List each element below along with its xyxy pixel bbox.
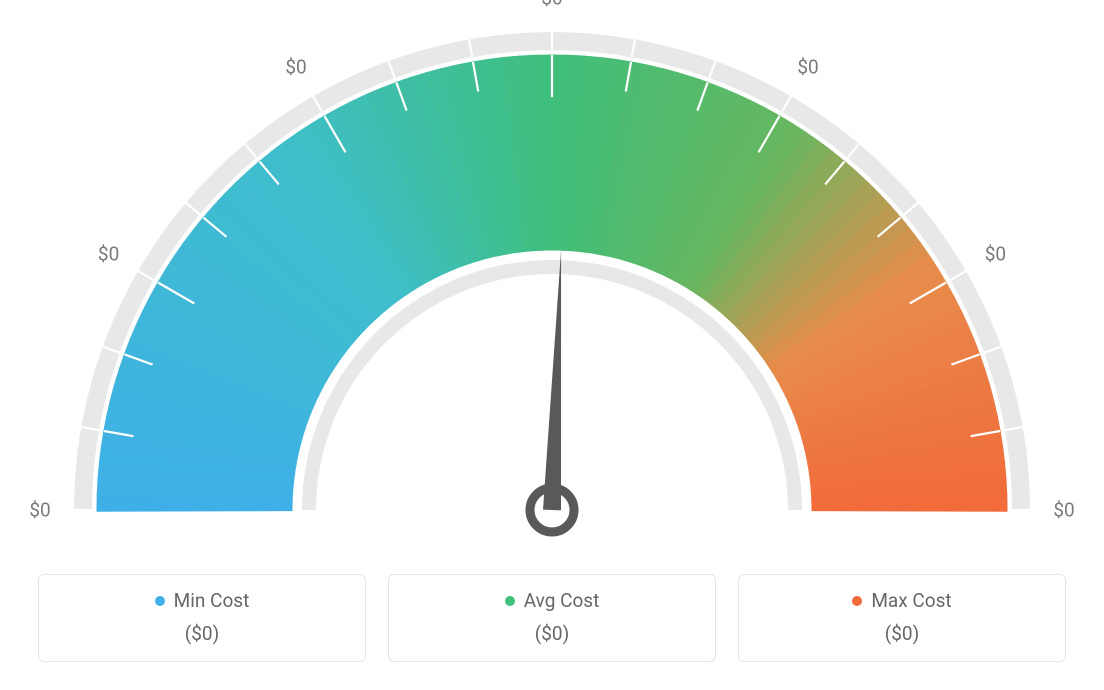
cost-gauge-card: $0 $0 $0 $0 $0 $0 $0 Min Cost ($0) Avg Cost ($… — [0, 0, 1104, 690]
gauge-tick-label: $0 — [797, 55, 818, 78]
legend-value-max: ($0) — [749, 622, 1055, 645]
gauge-area: $0 $0 $0 $0 $0 $0 $0 — [0, 0, 1104, 560]
legend-row: Min Cost ($0) Avg Cost ($0) Max Cost ($0… — [38, 574, 1066, 662]
legend-title-text: Min Cost — [174, 589, 250, 612]
gauge-chart — [0, 10, 1104, 570]
gauge-tick-label: $0 — [1053, 499, 1074, 522]
legend-title-avg: Avg Cost — [505, 589, 600, 612]
legend-title-text: Max Cost — [871, 589, 951, 612]
legend-title-text: Avg Cost — [524, 589, 600, 612]
legend-value-avg: ($0) — [399, 622, 705, 645]
legend-value-min: ($0) — [49, 622, 355, 645]
gauge-tick-label: $0 — [29, 499, 50, 522]
legend-card-min: Min Cost ($0) — [38, 574, 366, 662]
legend-card-max: Max Cost ($0) — [738, 574, 1066, 662]
legend-title-min: Min Cost — [155, 589, 250, 612]
legend-card-avg: Avg Cost ($0) — [388, 574, 716, 662]
gauge-tick-label: $0 — [541, 0, 562, 10]
gauge-tick-label: $0 — [285, 55, 306, 78]
dot-icon — [505, 596, 515, 606]
dot-icon — [852, 596, 862, 606]
gauge-tick-label: $0 — [98, 243, 119, 266]
gauge-tick-label: $0 — [985, 243, 1006, 266]
legend-title-max: Max Cost — [852, 589, 951, 612]
dot-icon — [155, 596, 165, 606]
